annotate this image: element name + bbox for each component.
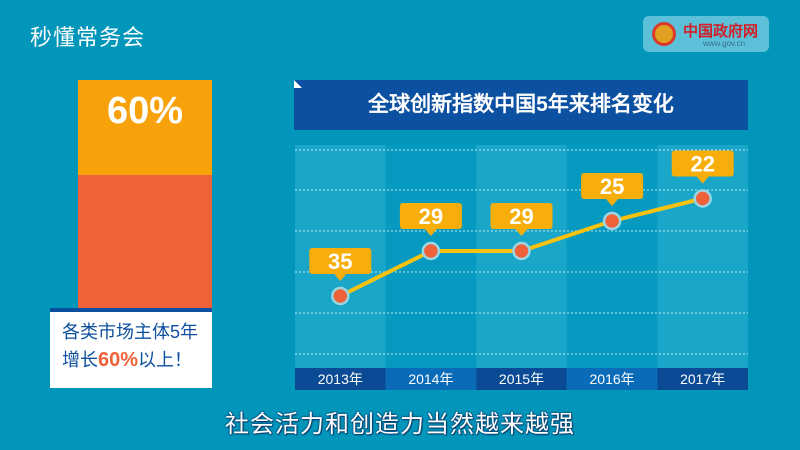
data-label-pointer (334, 274, 347, 281)
x-tick-label: 2016年 (590, 371, 635, 387)
data-label: 29 (509, 204, 533, 229)
data-point (512, 241, 531, 261)
data-label: 35 (328, 249, 352, 274)
x-label-band (566, 368, 658, 390)
x-label-band (657, 368, 748, 390)
x-label-band (295, 368, 386, 390)
note-line-2: 增长60%以上！ (62, 346, 212, 374)
data-point (602, 211, 622, 231)
data-point (331, 286, 350, 306)
x-label-band (385, 368, 477, 390)
data-label: 25 (600, 174, 624, 199)
note-prefix: 增长 (62, 350, 98, 370)
app-logo: 秒懂常务会 (30, 25, 146, 50)
data-label-box (399, 203, 462, 229)
x-tick-label: 2013年 (318, 371, 363, 387)
data-label-box (671, 150, 734, 177)
growth-note: 各类市场主体5年 增长60%以上！ (50, 308, 212, 388)
x-label-band (476, 368, 567, 390)
data-label-box (490, 203, 553, 229)
data-label-box (309, 248, 372, 274)
note-line-1: 各类市场主体5年 (62, 322, 199, 342)
gov-name: 中国政府网 (683, 23, 759, 40)
data-label: 22 (690, 152, 714, 177)
note-suffix: 以上！ (138, 350, 193, 370)
gov-url: www.gov.cn (703, 39, 746, 48)
note-highlight: 60% (98, 349, 139, 371)
data-label-pointer (424, 229, 437, 236)
data-label-box (581, 173, 644, 199)
percent-bar-top: 60% (78, 80, 212, 175)
gov-badge: 中国政府网 www.gov.cn (643, 16, 769, 52)
x-tick-label: 2014年 (408, 371, 453, 387)
data-point (693, 189, 712, 208)
data-label: 29 (419, 204, 443, 229)
data-label-pointer (515, 229, 528, 236)
subtitle-caption: 社会活力和创造力当然越来越强 (225, 411, 575, 438)
percent-bar-bottom (78, 175, 212, 308)
x-tick-label: 2015年 (499, 371, 544, 387)
data-label-pointer (606, 199, 619, 206)
chart-title: 全球创新指数中国5年来排名变化 (294, 80, 748, 130)
national-emblem-icon (652, 22, 676, 46)
title-fold-corner (294, 80, 302, 88)
x-tick-label: 2017年 (680, 371, 725, 387)
data-point (421, 241, 441, 261)
data-label-pointer (696, 176, 709, 184)
